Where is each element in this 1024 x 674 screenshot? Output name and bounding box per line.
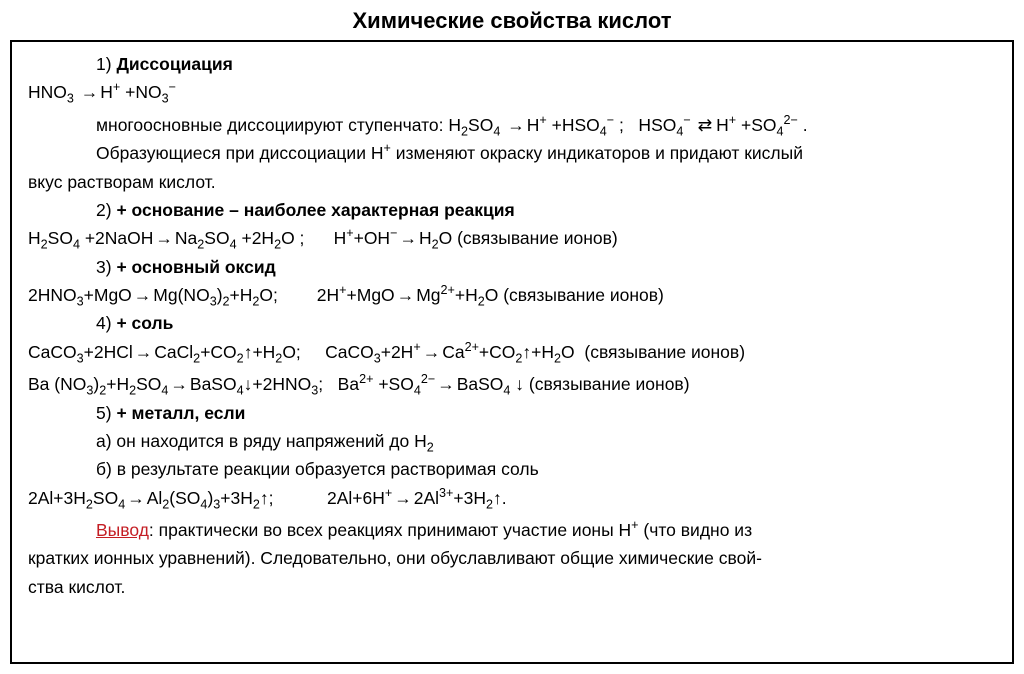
s5-eq: 2Al+3H2SO4→Al2(SO4)3+3H2↑; 2Al+6H+→2Al3+… <box>26 486 998 511</box>
conclusion-line2: кратких ионных уравнений). Следовательно… <box>26 546 998 571</box>
section-3-heading: 3) + основный оксид <box>26 255 998 280</box>
eq-text: 2Al+3H2SO4→Al2(SO4)3+3H2↑; 2Al+6H+→2Al3+… <box>28 488 507 508</box>
eq-text: 2HNO3+MgO→Mg(NO3)2+H2O; 2H++MgO→Mg2++H2O… <box>28 285 664 305</box>
note-text: Образующиеся при диссоциации H+ изменяют… <box>96 143 803 163</box>
s3-eq: 2HNO3+MgO→Mg(NO3)2+H2O; 2H++MgO→Mg2++H2O… <box>26 283 998 308</box>
s4-num: 4) <box>96 313 112 333</box>
section-2-heading: 2) + основание – наиболее характерная ре… <box>26 198 998 223</box>
s5-cond-a: а) он находится в ряду напряжений до H2 <box>26 429 998 454</box>
eq-text: Ba (NO3)2+H2SO4→BaSO4↓+2HNO3; Ba2+ +SO42… <box>28 374 690 394</box>
s3-num: 3) <box>96 257 112 277</box>
s1-multistep: многоосновные диссоциируют ступенчато: H… <box>26 113 998 138</box>
conclusion-text: ства кислот. <box>28 577 125 597</box>
section-5-heading: 5) + металл, если <box>26 401 998 426</box>
conclusion-line3: ства кислот. <box>26 575 998 600</box>
cond-text: а) он находится в ряду напряжений до H2 <box>96 431 434 451</box>
conclusion-label: Вывод <box>96 520 149 540</box>
s2-heading: + основание – наиболее характерная реакц… <box>116 200 514 220</box>
eq-text: H2SO4 +2NaOH→Na2SO4 +2H2O ; H++OH−→H2O (… <box>28 228 618 248</box>
page-title: Химические свойства кислот <box>0 0 1024 40</box>
content-frame: 1) Диссоциация HNO3 →H+ +NO3− многооснов… <box>10 40 1014 664</box>
s5-num: 5) <box>96 403 112 423</box>
s1-eq1: HNO3 →H+ +NO3− <box>26 80 998 105</box>
section-1-heading: 1) Диссоциация <box>26 52 998 77</box>
eq-text: CaCO3+2HCl→CaCl2+CO2↑+H2O; CaCO3+2H+→Ca2… <box>28 342 745 362</box>
note-text: вкус растворам кислот. <box>28 172 216 192</box>
s5-cond-b: б) в результате реакции образуется раств… <box>26 457 998 482</box>
eq-text: HNO3 →H+ +NO3− <box>28 82 176 102</box>
cond-text: б) в результате реакции образуется раств… <box>96 459 539 479</box>
conclusion-text: : практически во всех реакциях принимают… <box>149 520 752 540</box>
conclusion-text: кратких ионных уравнений). Следовательно… <box>28 548 762 568</box>
s1-heading: Диссоциация <box>116 54 232 74</box>
s4-eq2: Ba (NO3)2+H2SO4→BaSO4↓+2HNO3; Ba2+ +SO42… <box>26 372 998 397</box>
s2-num: 2) <box>96 200 112 220</box>
s4-eq1: CaCO3+2HCl→CaCl2+CO2↑+H2O; CaCO3+2H+→Ca2… <box>26 340 998 365</box>
s1-num: 1) <box>96 54 112 74</box>
eq-text: многоосновные диссоциируют ступенчато: H… <box>96 115 808 135</box>
s1-note-line1: Образующиеся при диссоциации H+ изменяют… <box>26 141 998 166</box>
s4-heading: + соль <box>116 313 173 333</box>
s3-heading: + основный оксид <box>116 257 275 277</box>
s5-heading: + металл, если <box>116 403 245 423</box>
section-4-heading: 4) + соль <box>26 311 998 336</box>
conclusion-line1: Вывод: практически во всех реакциях прин… <box>26 518 998 543</box>
s2-eq: H2SO4 +2NaOH→Na2SO4 +2H2O ; H++OH−→H2O (… <box>26 226 998 251</box>
s1-note-line2: вкус растворам кислот. <box>26 170 998 195</box>
